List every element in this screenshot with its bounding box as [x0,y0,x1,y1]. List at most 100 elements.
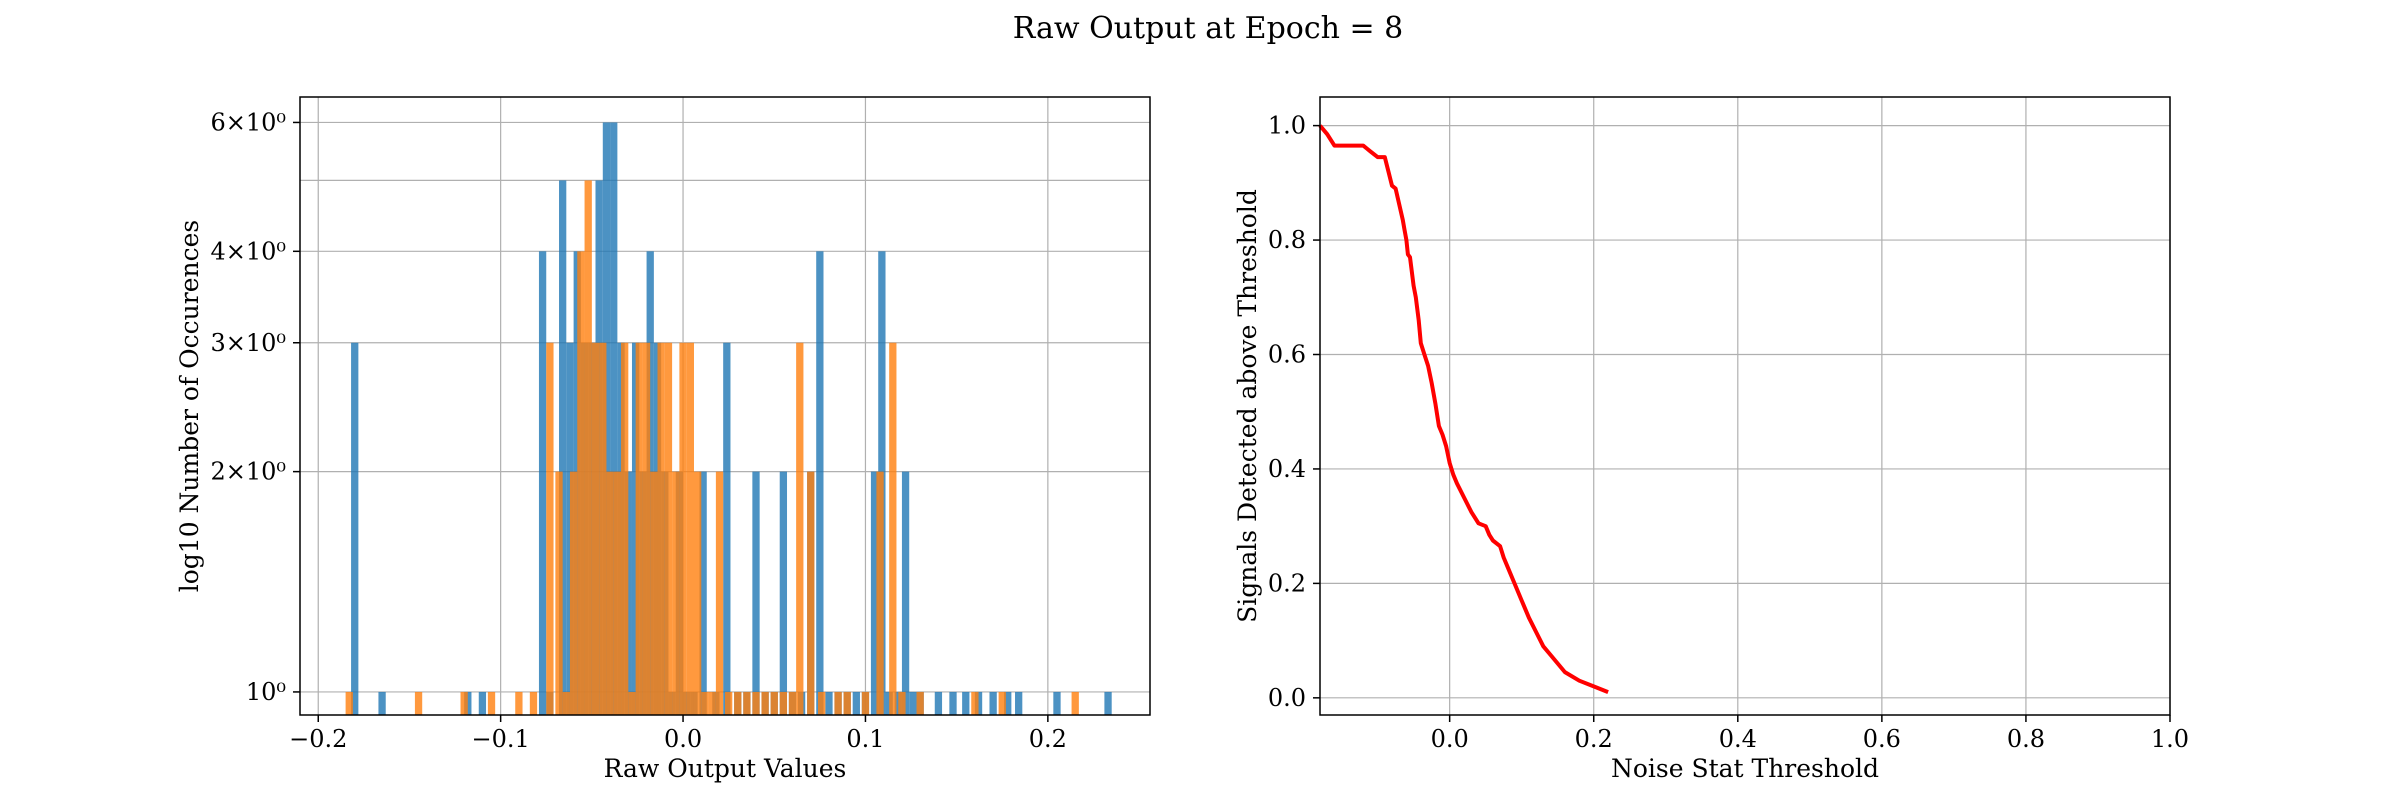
threshold-curve-line [1318,124,1609,694]
histogram-bar-orange [916,691,924,715]
histogram-bar-orange [889,342,897,715]
x-tick-label: 0.0 [664,725,702,753]
histogram-bar-orange [529,691,538,715]
threshold-curve-panel: 0.0 0.2 0.4 0.6 0.8 1.0 0.0 0.2 0.4 0.6 0.8 1.0 Nois… [1233,96,2189,783]
histogram-bar-orange [898,691,906,715]
histogram-bar-orange [861,691,870,715]
x-tick-label: 0.4 [1719,725,1757,753]
histogram-bar-blue [478,691,487,715]
histogram-bar-orange [708,691,716,715]
histogram-bar-blue [909,691,917,715]
x-tick-label: 0.2 [1575,725,1613,753]
axes-frame [1319,96,2171,716]
histogram-bar-orange [577,251,585,715]
histogram-bar-blue [1053,691,1061,715]
histogram-bar-orange [818,691,826,715]
x-axis-label: Noise Stat Threshold [1611,754,1879,783]
histogram-bar-orange [807,471,815,715]
y-tick-label: 0.8 [1268,226,1306,254]
histogram-bar-blue [1004,691,1012,715]
y-tick-label: 1.0 [1268,112,1306,140]
histogram-panel: −0.2 −0.1 0.0 0.1 0.2 10⁰ 2×10⁰ 3×10⁰ 4×10⁰ 6×10⁰… [175,96,1151,783]
histogram-bar-blue [962,691,970,715]
x-axis-label: Raw Output Values [604,754,847,783]
histogram-bar-orange [686,342,694,715]
histogram-bar-orange [606,471,614,715]
histogram-bar-orange [672,471,680,715]
y-tick-label: 10⁰ [246,678,286,706]
y-tick-label: 0.2 [1268,569,1306,597]
histogram-bar-orange [562,691,570,715]
histogram-bar-blue [559,180,567,716]
histogram-bar-orange [1071,691,1079,715]
histogram-bar-orange [664,342,673,715]
histogram-bar-orange [414,691,423,715]
histogram-bar-orange [743,691,751,715]
histogram-bar-orange [555,471,563,715]
y-tick-label: 0.0 [1268,684,1306,712]
histogram-bar-blue [870,471,879,715]
y-tick-label: 4×10⁰ [210,237,286,265]
histogram-bar-orange [635,342,643,715]
histogram-bar-orange [998,691,1006,715]
histogram-bar-blue [378,691,386,715]
y-tick-label: 3×10⁰ [210,329,286,357]
histogram-bar-blue [699,471,707,715]
histogram-bar-orange [834,691,842,715]
x-tick-label: 0.0 [1431,725,1469,753]
histogram-bar-orange [752,691,760,715]
axes-frame [299,96,1151,716]
y-tick-label: 0.4 [1268,455,1306,483]
histogram-bar-blue [610,122,618,715]
histogram-bar-orange [345,691,353,715]
y-axis-label: log10 Number of Occurences [175,220,204,593]
x-tick-label: 0.1 [846,725,884,753]
histogram-bar-blue [723,342,731,715]
histogram-bar-blue [752,471,760,715]
figure-title: Raw Output at Epoch = 8 [1013,11,1404,46]
histogram-bar-orange [701,691,709,715]
histogram-bar-orange [770,691,778,715]
y-axis-label: Signals Detected above Threshold [1233,189,1262,623]
histogram-bar-orange [460,691,468,715]
histogram-bar-blue [1104,691,1112,715]
histogram-bar-blue [989,691,997,715]
histogram-bar-orange [734,691,742,715]
histogram-bar-orange [761,691,769,715]
histogram-bar-blue [816,251,824,715]
histogram-bar-orange [628,691,636,715]
histogram-bar-orange [657,342,665,715]
histogram-bar-orange [971,691,979,715]
histogram-bar-orange [599,342,607,715]
histogram-bar-orange [591,342,600,715]
histogram-bar-orange [679,342,687,715]
histogram-bar-orange [613,471,622,715]
y-tick-label: 2×10⁰ [210,458,286,486]
x-tick-label: 1.0 [2151,725,2189,753]
histogram-bar-orange [715,471,724,715]
histogram-bar-blue [1015,691,1023,715]
y-tick-label: 6×10⁰ [210,108,286,136]
histogram-bar-orange [584,180,592,716]
histogram-bar-blue [901,471,910,715]
histogram-bar-orange [569,471,578,715]
x-tick-label: 0.2 [1029,725,1067,753]
histogram-bar-orange [642,342,651,715]
histogram-bar-orange [843,691,851,715]
histogram-bar-orange [515,691,523,715]
x-tick-label: 0.8 [2007,725,2045,753]
x-tick-label: −0.2 [289,725,347,753]
histogram-bar-blue [852,691,860,715]
histogram-bar-blue [351,342,359,715]
x-tick-label: 0.6 [1863,725,1901,753]
x-tick-label: −0.1 [472,725,530,753]
histogram-bar-orange [788,691,797,715]
histogram-bar-orange [796,342,804,715]
histogram-bar-orange [725,691,733,715]
histogram-bar-blue [538,251,547,715]
histogram-bar-blue [949,691,957,715]
histogram-bar-orange [546,342,554,715]
histogram-bar-blue [779,471,788,715]
